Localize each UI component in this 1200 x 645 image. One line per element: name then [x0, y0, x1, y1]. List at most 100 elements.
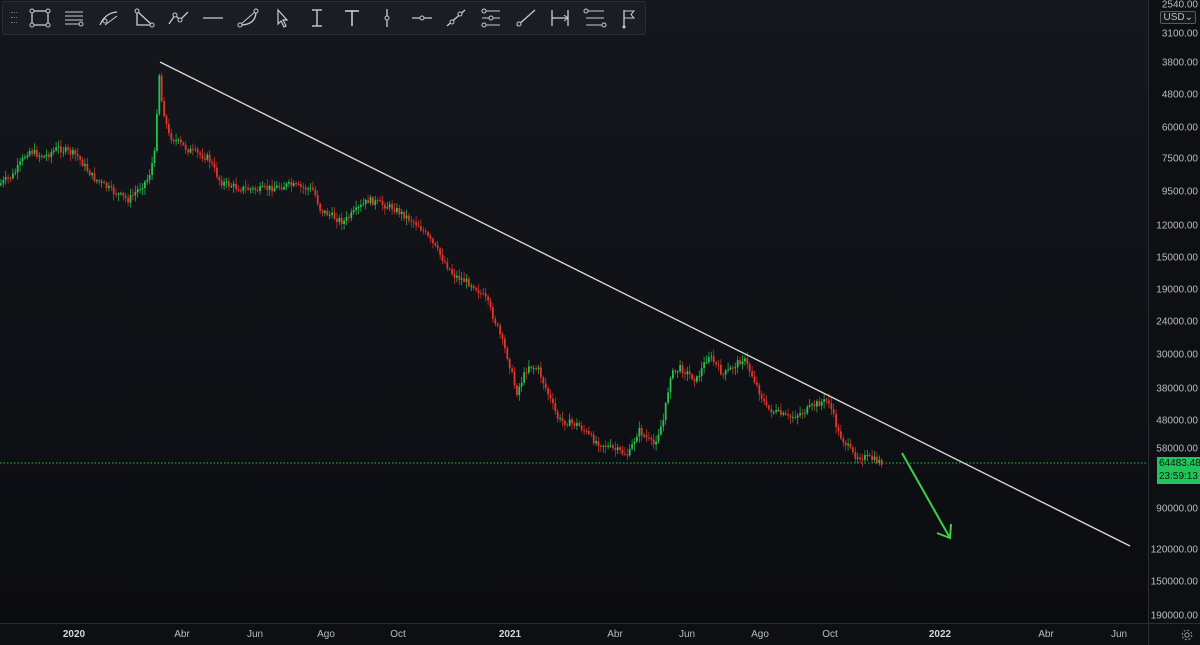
- candle-body: [573, 423, 576, 426]
- candle-body: [868, 455, 871, 457]
- trend-line-tool-icon[interactable]: [441, 3, 472, 33]
- candle-body: [223, 182, 225, 186]
- candle-body: [52, 150, 55, 153]
- candle-body: [79, 156, 81, 160]
- candle-body: [302, 186, 305, 188]
- candle-body: [849, 443, 852, 448]
- cursor-arrow-tool-icon[interactable]: [267, 3, 298, 33]
- candle-body: [9, 177, 12, 179]
- candle-body: [760, 394, 763, 399]
- candle-body: [115, 193, 117, 195]
- candle-body: [612, 445, 614, 448]
- price-axis[interactable]: USD⌄ 3100.00 3800.00 4800.00 6000.00 7500.00…: [1148, 0, 1200, 623]
- text-tool-icon[interactable]: [337, 3, 368, 33]
- path-tool-icon[interactable]: [163, 3, 194, 33]
- candle-body: [67, 147, 69, 150]
- candle-body: [878, 459, 881, 463]
- candle-body: [240, 190, 242, 192]
- candle-body: [523, 372, 525, 383]
- rectangle-tool-icon[interactable]: [24, 3, 55, 33]
- candle-body: [252, 188, 254, 190]
- chart-settings-button[interactable]: [1148, 623, 1200, 645]
- candle-body: [307, 188, 309, 190]
- candle-body: [192, 148, 194, 150]
- vertical-line-tool-icon[interactable]: [371, 3, 402, 33]
- time-axis[interactable]: 2020 Abr Jun Ago Oct 2021 Abr Jun Ago Oct 2022 Abr J…: [0, 623, 1148, 645]
- candle-body: [276, 185, 278, 188]
- currency-selector[interactable]: USD⌄: [1160, 11, 1196, 24]
- candle-body: [228, 181, 230, 187]
- candle-body: [249, 188, 252, 190]
- price-range-tool-icon[interactable]: [580, 3, 611, 33]
- candle-body: [103, 181, 105, 183]
- horizontal-ray-tool-icon[interactable]: [198, 3, 229, 33]
- candle-body: [264, 185, 266, 187]
- candle-body: [271, 185, 273, 192]
- candle-body: [33, 149, 36, 154]
- candle-body: [290, 181, 293, 186]
- candle-body: [177, 139, 180, 141]
- candle-body: [38, 155, 41, 157]
- current-price-value: 64483.48: [1159, 458, 1200, 469]
- candle-body: [280, 187, 283, 190]
- text-cursor-tool-icon[interactable]: [302, 3, 333, 33]
- candle-body: [266, 186, 269, 190]
- fib-retracement-tool-icon[interactable]: [476, 3, 507, 33]
- candle-body: [295, 183, 297, 185]
- price-axis-label: 150000.00: [1150, 576, 1198, 588]
- arc-tool-icon[interactable]: [233, 3, 264, 33]
- date-range-tool-icon[interactable]: [545, 3, 576, 33]
- candle-body: [756, 382, 758, 386]
- candle-body: [163, 101, 165, 117]
- candle-body: [672, 370, 674, 379]
- toolbar-grip-handle[interactable]: [7, 8, 20, 28]
- time-axis-label: Abr: [174, 629, 190, 640]
- candle-body: [45, 154, 48, 157]
- candle-body: [525, 372, 528, 374]
- time-axis-label: Abr: [1038, 629, 1054, 640]
- candle-body: [602, 445, 605, 447]
- candle-body: [477, 290, 480, 294]
- candle-body: [528, 366, 530, 373]
- candle-body: [520, 382, 523, 387]
- price-chart[interactable]: [0, 0, 1148, 623]
- candle-body: [36, 149, 38, 157]
- curve-tool-icon[interactable]: [94, 3, 125, 33]
- candle-body: [427, 232, 429, 236]
- candle-body: [26, 155, 29, 158]
- candle-body: [710, 356, 713, 358]
- candle-body: [448, 268, 451, 270]
- candle-body: [372, 197, 374, 205]
- candle-body: [487, 296, 489, 301]
- candle-body: [597, 441, 600, 446]
- candle-body: [530, 366, 533, 369]
- projection-arrow-head: [936, 523, 952, 540]
- candle-body: [489, 300, 492, 308]
- candle-body: [453, 273, 456, 278]
- parallel-channel-tool-icon[interactable]: [59, 3, 90, 33]
- candle-body: [451, 269, 453, 274]
- candle-body: [16, 164, 19, 173]
- price-axis-label: 19000.00: [1156, 284, 1198, 296]
- candle-body: [172, 139, 175, 142]
- ray-tool-icon[interactable]: [510, 3, 541, 33]
- candle-body: [194, 149, 197, 151]
- horizontal-line-tool-icon[interactable]: [406, 3, 437, 33]
- candle-body: [691, 374, 693, 380]
- candle-body: [801, 413, 804, 415]
- candle-body: [350, 212, 353, 218]
- candle-body: [441, 254, 444, 261]
- candle-body: [600, 445, 602, 447]
- candle-body: [720, 364, 722, 375]
- flag-tool-icon[interactable]: [614, 3, 645, 33]
- candle-body: [739, 360, 741, 365]
- triangle-tool-icon[interactable]: [129, 3, 160, 33]
- candle-body: [7, 177, 9, 179]
- candle-body: [206, 154, 209, 160]
- candle-body: [28, 150, 31, 156]
- candle-body: [98, 180, 101, 182]
- candle-body: [835, 413, 837, 428]
- candle-body: [712, 356, 715, 363]
- candle-body: [496, 323, 499, 326]
- chart-area[interactable]: [0, 0, 1148, 623]
